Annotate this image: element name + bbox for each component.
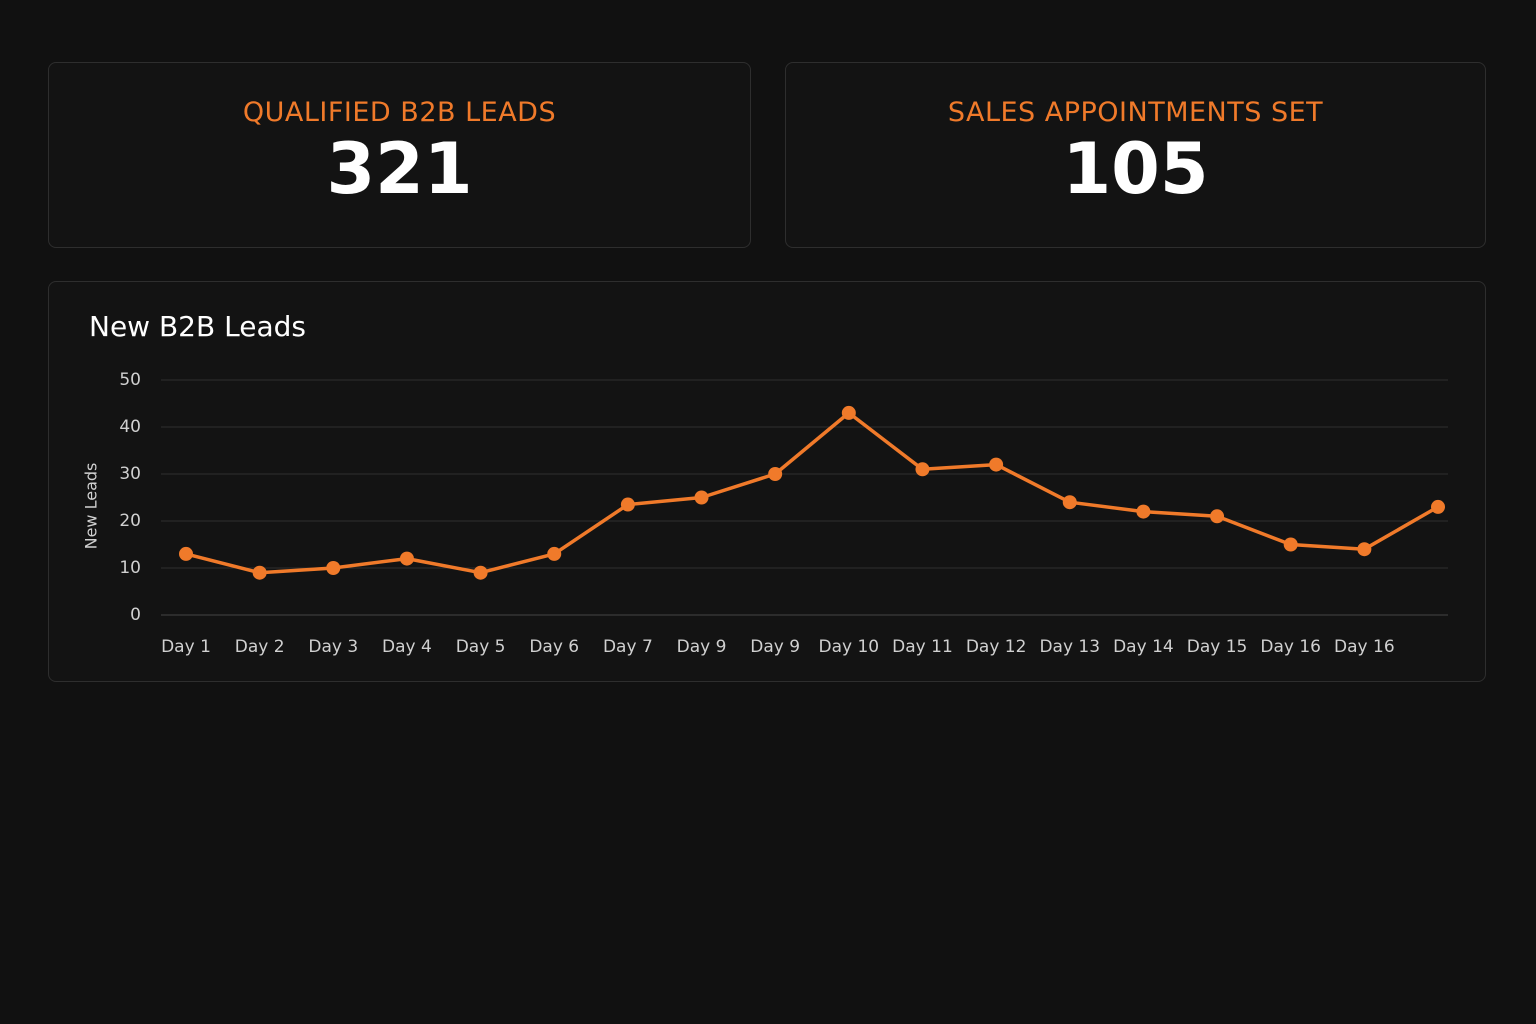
y-tick-label: 0 [130, 605, 141, 625]
chart: New B2B Leads New Leads 0 10 20 30 40 50 Day 1… [82, 310, 1448, 657]
x-tick-label: Day 9 [677, 637, 727, 657]
chart-title: New B2B Leads [89, 310, 306, 343]
x-tick-label: Day 12 [966, 637, 1027, 657]
point [326, 561, 341, 575]
kpi-card: SALES APPOINTMENTS SET 105 [785, 62, 1486, 248]
chart-card: New B2B Leads New Leads 0 10 20 30 40 50 Day 1… [48, 281, 1486, 682]
x-tick-label: Day 7 [603, 637, 653, 657]
x-tick-label: Day 10 [819, 637, 880, 657]
point [1431, 499, 1445, 514]
y-tick-label: 40 [119, 417, 141, 437]
point [1283, 537, 1298, 552]
x-tick-label: Day 3 [308, 637, 358, 657]
x-tick-label: Day 9 [750, 637, 800, 657]
point [399, 551, 414, 566]
y-tick-label: 10 [119, 558, 141, 578]
x-tick-label: Day 11 [892, 637, 953, 657]
x-tick-label: Day 16 [1334, 637, 1395, 657]
x-tick-label: Day 1 [161, 637, 211, 657]
point [179, 546, 193, 561]
point [620, 497, 635, 512]
kpi-card: QUALIFIED B2B LEADS 321 [48, 62, 751, 248]
kpi-value: 105 [1062, 128, 1209, 210]
x-tick-label: Day 5 [456, 637, 506, 657]
point [547, 546, 562, 561]
point [694, 490, 709, 505]
x-tick-label: Day 13 [1039, 637, 1100, 657]
kpi-label: QUALIFIED B2B LEADS [242, 97, 557, 128]
x-tick-label: Day 6 [529, 637, 579, 657]
point [1062, 495, 1077, 510]
y-tick-label: 50 [119, 370, 141, 390]
point [1136, 504, 1151, 519]
x-tick-label: Day 2 [235, 637, 285, 657]
point [768, 467, 783, 481]
point [252, 565, 267, 580]
kpi-label: SALES APPOINTMENTS SET [947, 97, 1324, 128]
y-tick-label: 20 [119, 511, 141, 531]
line [185, 411, 1439, 575]
point [915, 462, 930, 477]
y-tick-label: 30 [119, 464, 141, 484]
kpi-value: 321 [326, 128, 473, 210]
point [1357, 542, 1372, 557]
point [1210, 509, 1225, 524]
point [473, 565, 488, 580]
x-tick-label: Day 14 [1113, 637, 1174, 657]
y-axis-label: New Leads [82, 463, 101, 550]
x-tick-label: Day 15 [1187, 637, 1248, 657]
point [989, 457, 1004, 472]
x-tick-label: Day 4 [382, 637, 432, 657]
x-tick-label: Day 16 [1260, 637, 1321, 657]
point [841, 405, 856, 420]
